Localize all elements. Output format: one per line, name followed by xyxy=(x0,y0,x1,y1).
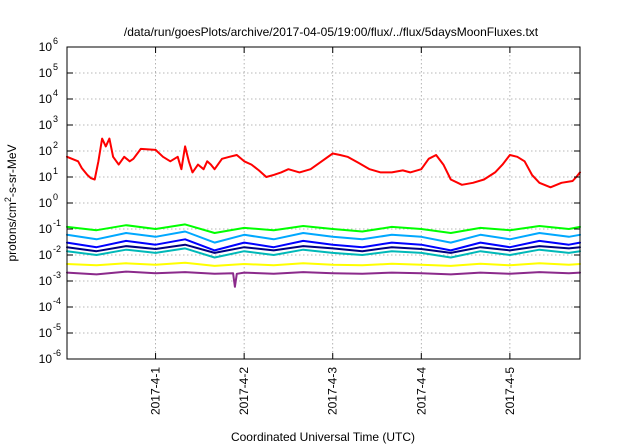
y-tick-label: 102 xyxy=(39,140,58,158)
y-tick-label-exponent: -4 xyxy=(53,296,61,306)
y-tick-label: 10-5 xyxy=(39,322,61,340)
y-tick-label-exponent: 3 xyxy=(53,114,58,124)
y-tick-label-exponent: -3 xyxy=(53,270,61,280)
y-tick-label-exponent: 2 xyxy=(53,140,58,150)
series-line-1 xyxy=(66,137,581,189)
series-line-5 xyxy=(66,247,581,259)
series-line-2 xyxy=(66,223,581,234)
y-tick-label-exponent: 5 xyxy=(53,62,58,72)
x-tick-label: 2017-4-3 xyxy=(326,367,340,415)
x-tick-label: 2017-4-4 xyxy=(414,367,428,415)
y-tick-label-exponent: 4 xyxy=(53,88,58,98)
y-axis-label: protons/cm2-s-sr-MeV xyxy=(3,144,19,261)
y-tick-label: 10-3 xyxy=(39,270,61,288)
y-tick-label-exponent: 1 xyxy=(53,166,58,176)
axis-ticks xyxy=(67,46,580,360)
y-tick-label: 10-4 xyxy=(39,296,61,314)
x-tick-label: 2017-4-2 xyxy=(237,367,251,415)
y-tick-label: 104 xyxy=(39,88,58,106)
y-tick-labels: 10-610-510-410-310-210-11001011021031041… xyxy=(39,36,61,366)
y-tick-label: 10-1 xyxy=(39,218,61,236)
chart-title: /data/run/goesPlots/archive/2017-04-05/1… xyxy=(124,25,539,39)
grid-lines xyxy=(67,47,580,359)
y-tick-label-exponent: -6 xyxy=(53,348,61,358)
y-tick-label: 106 xyxy=(39,36,58,54)
series-line-6 xyxy=(66,243,581,254)
y-tick-label: 105 xyxy=(39,62,58,80)
y-tick-label-exponent: -5 xyxy=(53,322,61,332)
x-tick-labels: 2017-4-1 2017-4-2 2017-4-3 2017-4-4 2017-4-5 xyxy=(149,367,517,415)
y-tick-label: 101 xyxy=(39,166,58,184)
x-tick-label: 2017-4-1 xyxy=(149,367,163,415)
series-line-3 xyxy=(66,230,581,244)
y-tick-label: 10-6 xyxy=(39,348,61,366)
x-tick-label: 2017-4-5 xyxy=(503,367,517,415)
y-tick-label-exponent: 0 xyxy=(53,192,58,202)
y-tick-label-exponent: 6 xyxy=(53,36,58,46)
series-line-7 xyxy=(66,261,581,267)
y-tick-label: 100 xyxy=(39,192,58,210)
x-axis-label: Coordinated Universal Time (UTC) xyxy=(231,430,415,444)
y-tick-label-exponent: -1 xyxy=(53,218,61,228)
y-tick-label: 103 xyxy=(39,114,58,132)
y-tick-label: 10-2 xyxy=(39,244,61,262)
y-tick-label-exponent: -2 xyxy=(53,244,61,254)
series-line-4 xyxy=(66,238,581,252)
series-line-8 xyxy=(66,270,581,288)
series-group xyxy=(66,137,581,288)
